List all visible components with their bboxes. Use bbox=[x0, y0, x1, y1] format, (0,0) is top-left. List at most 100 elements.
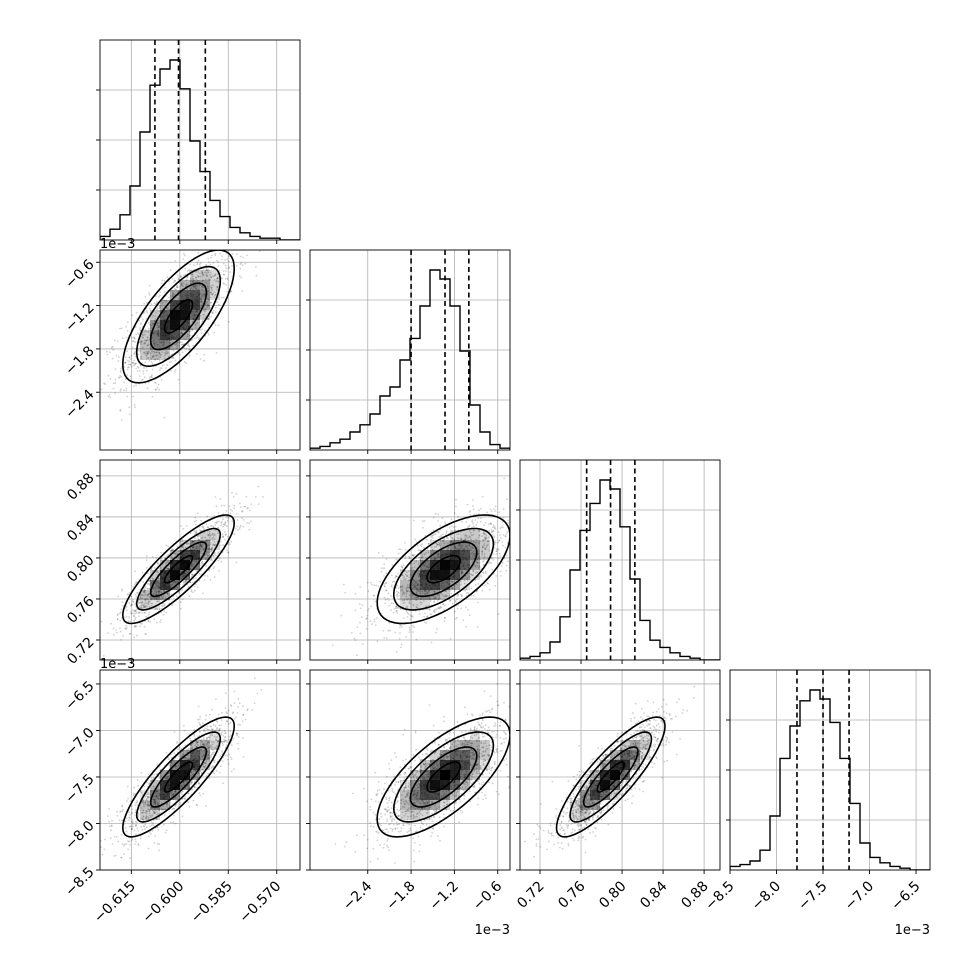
histogram-step-line bbox=[310, 269, 510, 450]
sample-point bbox=[224, 264, 227, 267]
sample-point bbox=[216, 280, 219, 283]
sample-point bbox=[198, 718, 201, 721]
sample-point bbox=[139, 622, 142, 625]
sample-point bbox=[145, 812, 148, 815]
sample-point bbox=[141, 597, 143, 600]
sample-point bbox=[159, 598, 162, 600]
sample-point bbox=[146, 352, 149, 355]
sample-point bbox=[482, 560, 484, 563]
scatter-panel-2-0: 0.720.760.800.840.88 bbox=[64, 459, 301, 668]
sample-point bbox=[148, 595, 151, 598]
sample-point bbox=[116, 618, 119, 620]
sample-point bbox=[158, 359, 161, 362]
sample-point bbox=[206, 551, 208, 554]
sample-point bbox=[465, 534, 468, 537]
sample-point bbox=[157, 591, 160, 594]
sample-point bbox=[156, 354, 159, 357]
sample-point bbox=[152, 354, 155, 357]
sample-point bbox=[216, 259, 218, 262]
sample-point bbox=[224, 736, 227, 738]
sample-point bbox=[425, 622, 428, 624]
sample-point bbox=[170, 549, 173, 552]
sample-point bbox=[190, 328, 193, 330]
sample-point bbox=[166, 561, 168, 564]
sample-point bbox=[227, 552, 230, 554]
sample-point bbox=[202, 295, 205, 297]
sample-point bbox=[399, 607, 402, 610]
sample-point bbox=[439, 540, 441, 542]
sample-point bbox=[356, 654, 358, 657]
sample-point bbox=[149, 814, 152, 817]
sample-point bbox=[462, 619, 465, 621]
sample-point bbox=[171, 548, 174, 551]
sample-point bbox=[366, 614, 369, 617]
sample-point bbox=[138, 370, 141, 372]
sample-point bbox=[142, 603, 145, 606]
sample-point bbox=[225, 711, 228, 713]
sample-point bbox=[399, 568, 402, 571]
sample-point bbox=[209, 744, 212, 747]
sample-point bbox=[138, 375, 141, 377]
sample-point bbox=[209, 541, 212, 544]
sample-point bbox=[480, 574, 482, 577]
density-cell bbox=[200, 530, 210, 540]
sample-point bbox=[197, 705, 200, 708]
sample-point bbox=[186, 283, 189, 286]
sample-point bbox=[377, 551, 380, 554]
sample-point bbox=[159, 291, 162, 294]
sample-point bbox=[156, 324, 159, 327]
sample-point bbox=[203, 313, 206, 316]
axes-frame bbox=[99, 249, 301, 451]
sample-point bbox=[201, 272, 203, 274]
sample-point bbox=[380, 570, 383, 573]
sample-point bbox=[156, 358, 159, 360]
sample-point bbox=[453, 588, 456, 590]
sample-point bbox=[157, 803, 159, 805]
sample-point bbox=[182, 583, 185, 585]
sample-point bbox=[217, 739, 220, 742]
sample-point bbox=[195, 547, 198, 550]
sample-point bbox=[144, 329, 147, 331]
sample-point bbox=[215, 698, 217, 701]
sample-point bbox=[117, 360, 120, 362]
sample-point bbox=[397, 572, 399, 575]
sample-point bbox=[213, 541, 216, 543]
density-cell bbox=[210, 290, 220, 300]
sample-point bbox=[162, 605, 164, 607]
sample-point bbox=[149, 323, 152, 326]
sample-point bbox=[493, 543, 496, 546]
sample-point bbox=[125, 387, 128, 390]
sample-point bbox=[140, 357, 143, 360]
sample-point bbox=[138, 602, 141, 604]
sample-point bbox=[112, 348, 115, 351]
sample-point bbox=[164, 357, 166, 360]
sample-point bbox=[129, 620, 131, 623]
density-cell bbox=[200, 270, 210, 280]
sample-point bbox=[134, 406, 136, 409]
grid bbox=[520, 460, 720, 660]
sample-point bbox=[216, 744, 218, 747]
sample-point bbox=[157, 829, 160, 831]
sample-point bbox=[261, 213, 263, 215]
sample-point bbox=[200, 301, 203, 304]
sample-point bbox=[504, 546, 507, 549]
sample-point bbox=[186, 333, 189, 336]
sample-point bbox=[500, 575, 502, 577]
sample-point bbox=[389, 629, 392, 632]
sample-point bbox=[200, 545, 203, 548]
sample-point bbox=[213, 553, 216, 556]
sample-point bbox=[128, 825, 131, 828]
sample-point bbox=[153, 592, 156, 595]
sample-point bbox=[209, 271, 212, 274]
sample-point bbox=[483, 542, 486, 545]
sample-point bbox=[137, 592, 139, 594]
sample-point bbox=[223, 273, 226, 276]
sample-point bbox=[398, 598, 400, 601]
sample-point bbox=[142, 372, 145, 375]
sample-point bbox=[460, 571, 463, 574]
sample-point bbox=[209, 301, 212, 304]
sample-point bbox=[502, 544, 504, 547]
sample-point bbox=[123, 381, 126, 383]
sample-point bbox=[144, 350, 147, 353]
density-cell bbox=[440, 560, 450, 570]
